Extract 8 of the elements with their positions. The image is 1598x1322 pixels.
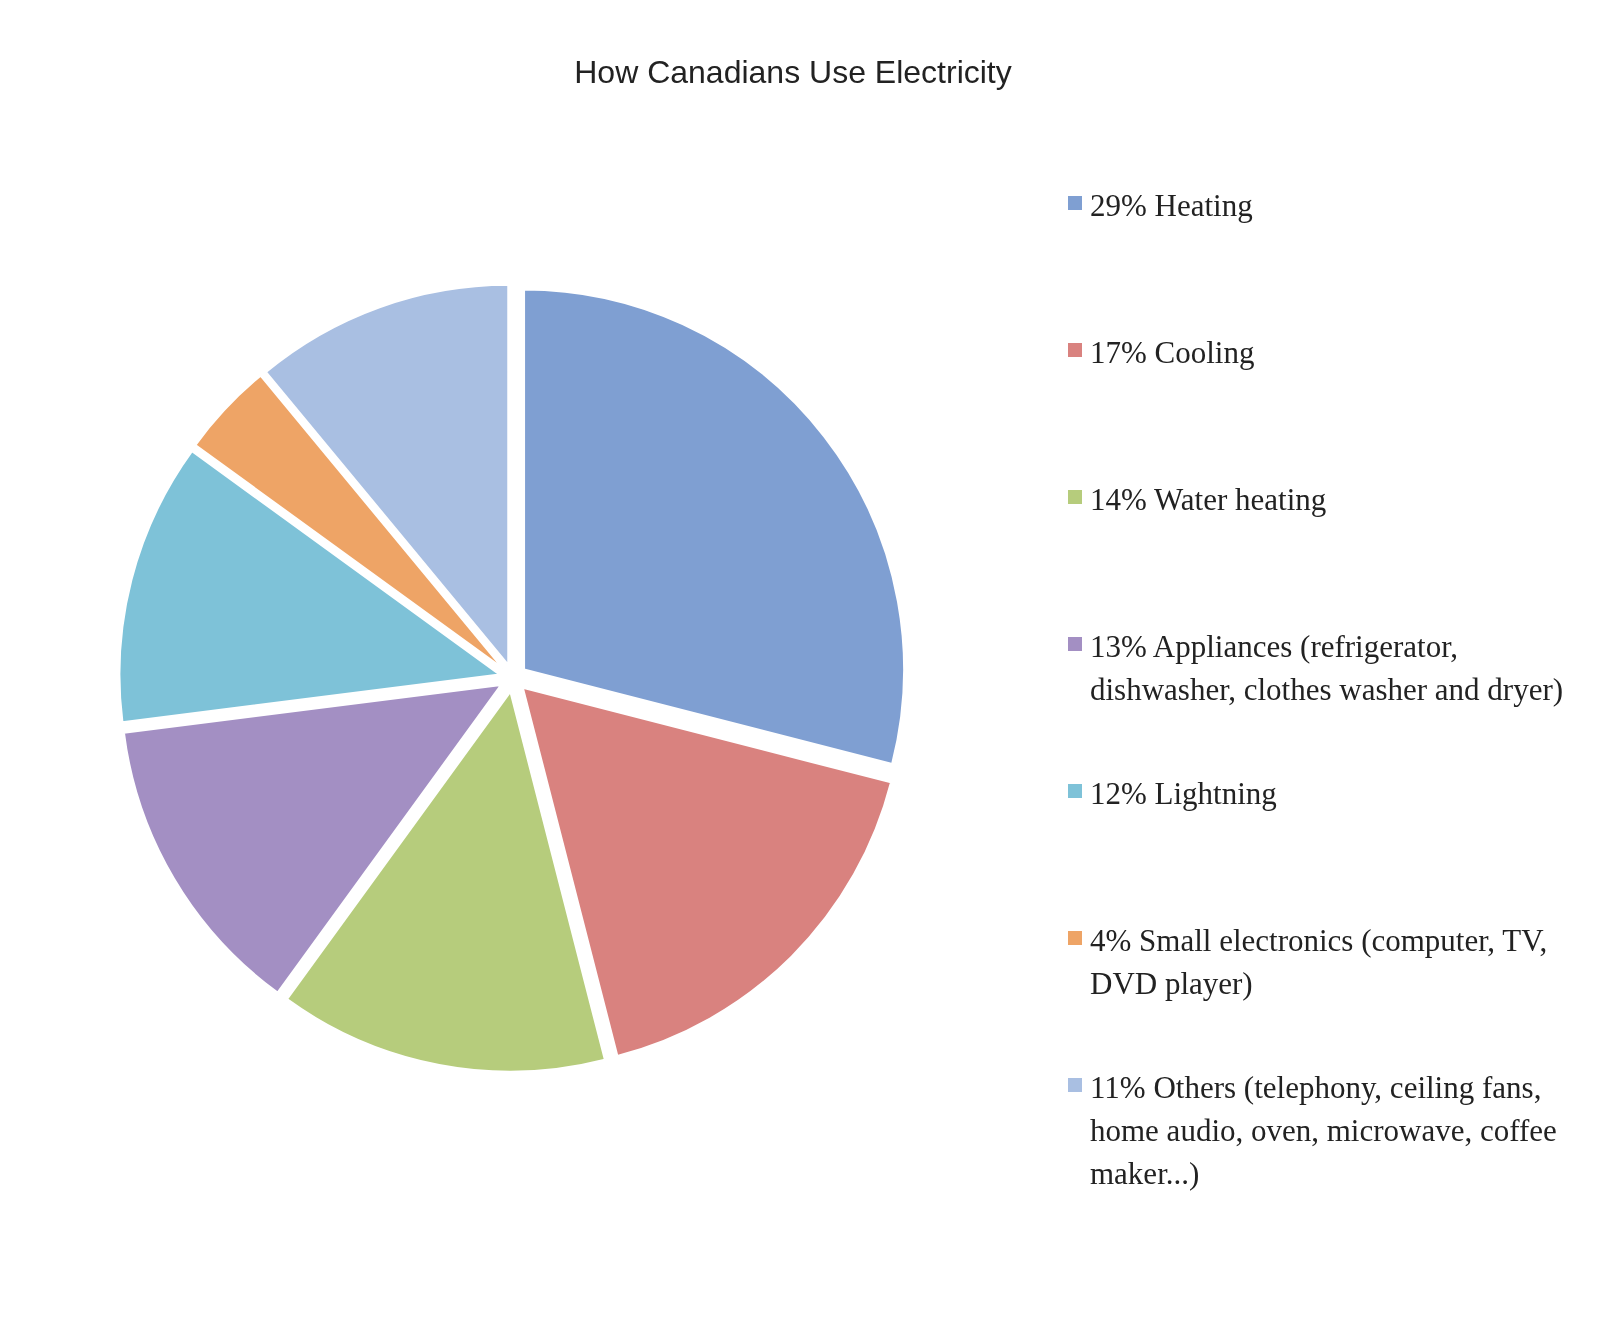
- legend-label: 11% Others (telephony, ceiling fans, home audio, oven, microwave, coffee maker...): [1090, 1070, 1557, 1191]
- legend-label: 12% Lightning: [1090, 776, 1277, 811]
- legend-label: 4% Small electronics (computer, TV, DVD player): [1090, 923, 1548, 1001]
- legend-label: 13% Appliances (refrigerator, dishwasher, clothes washer and dryer): [1090, 629, 1564, 707]
- legend-label: 17% Cooling: [1090, 335, 1255, 370]
- legend-label: 29% Heating: [1090, 188, 1253, 223]
- chart-title: How Canadians Use Electricity: [574, 54, 1012, 90]
- legend-label: 14% Water heating: [1090, 482, 1327, 517]
